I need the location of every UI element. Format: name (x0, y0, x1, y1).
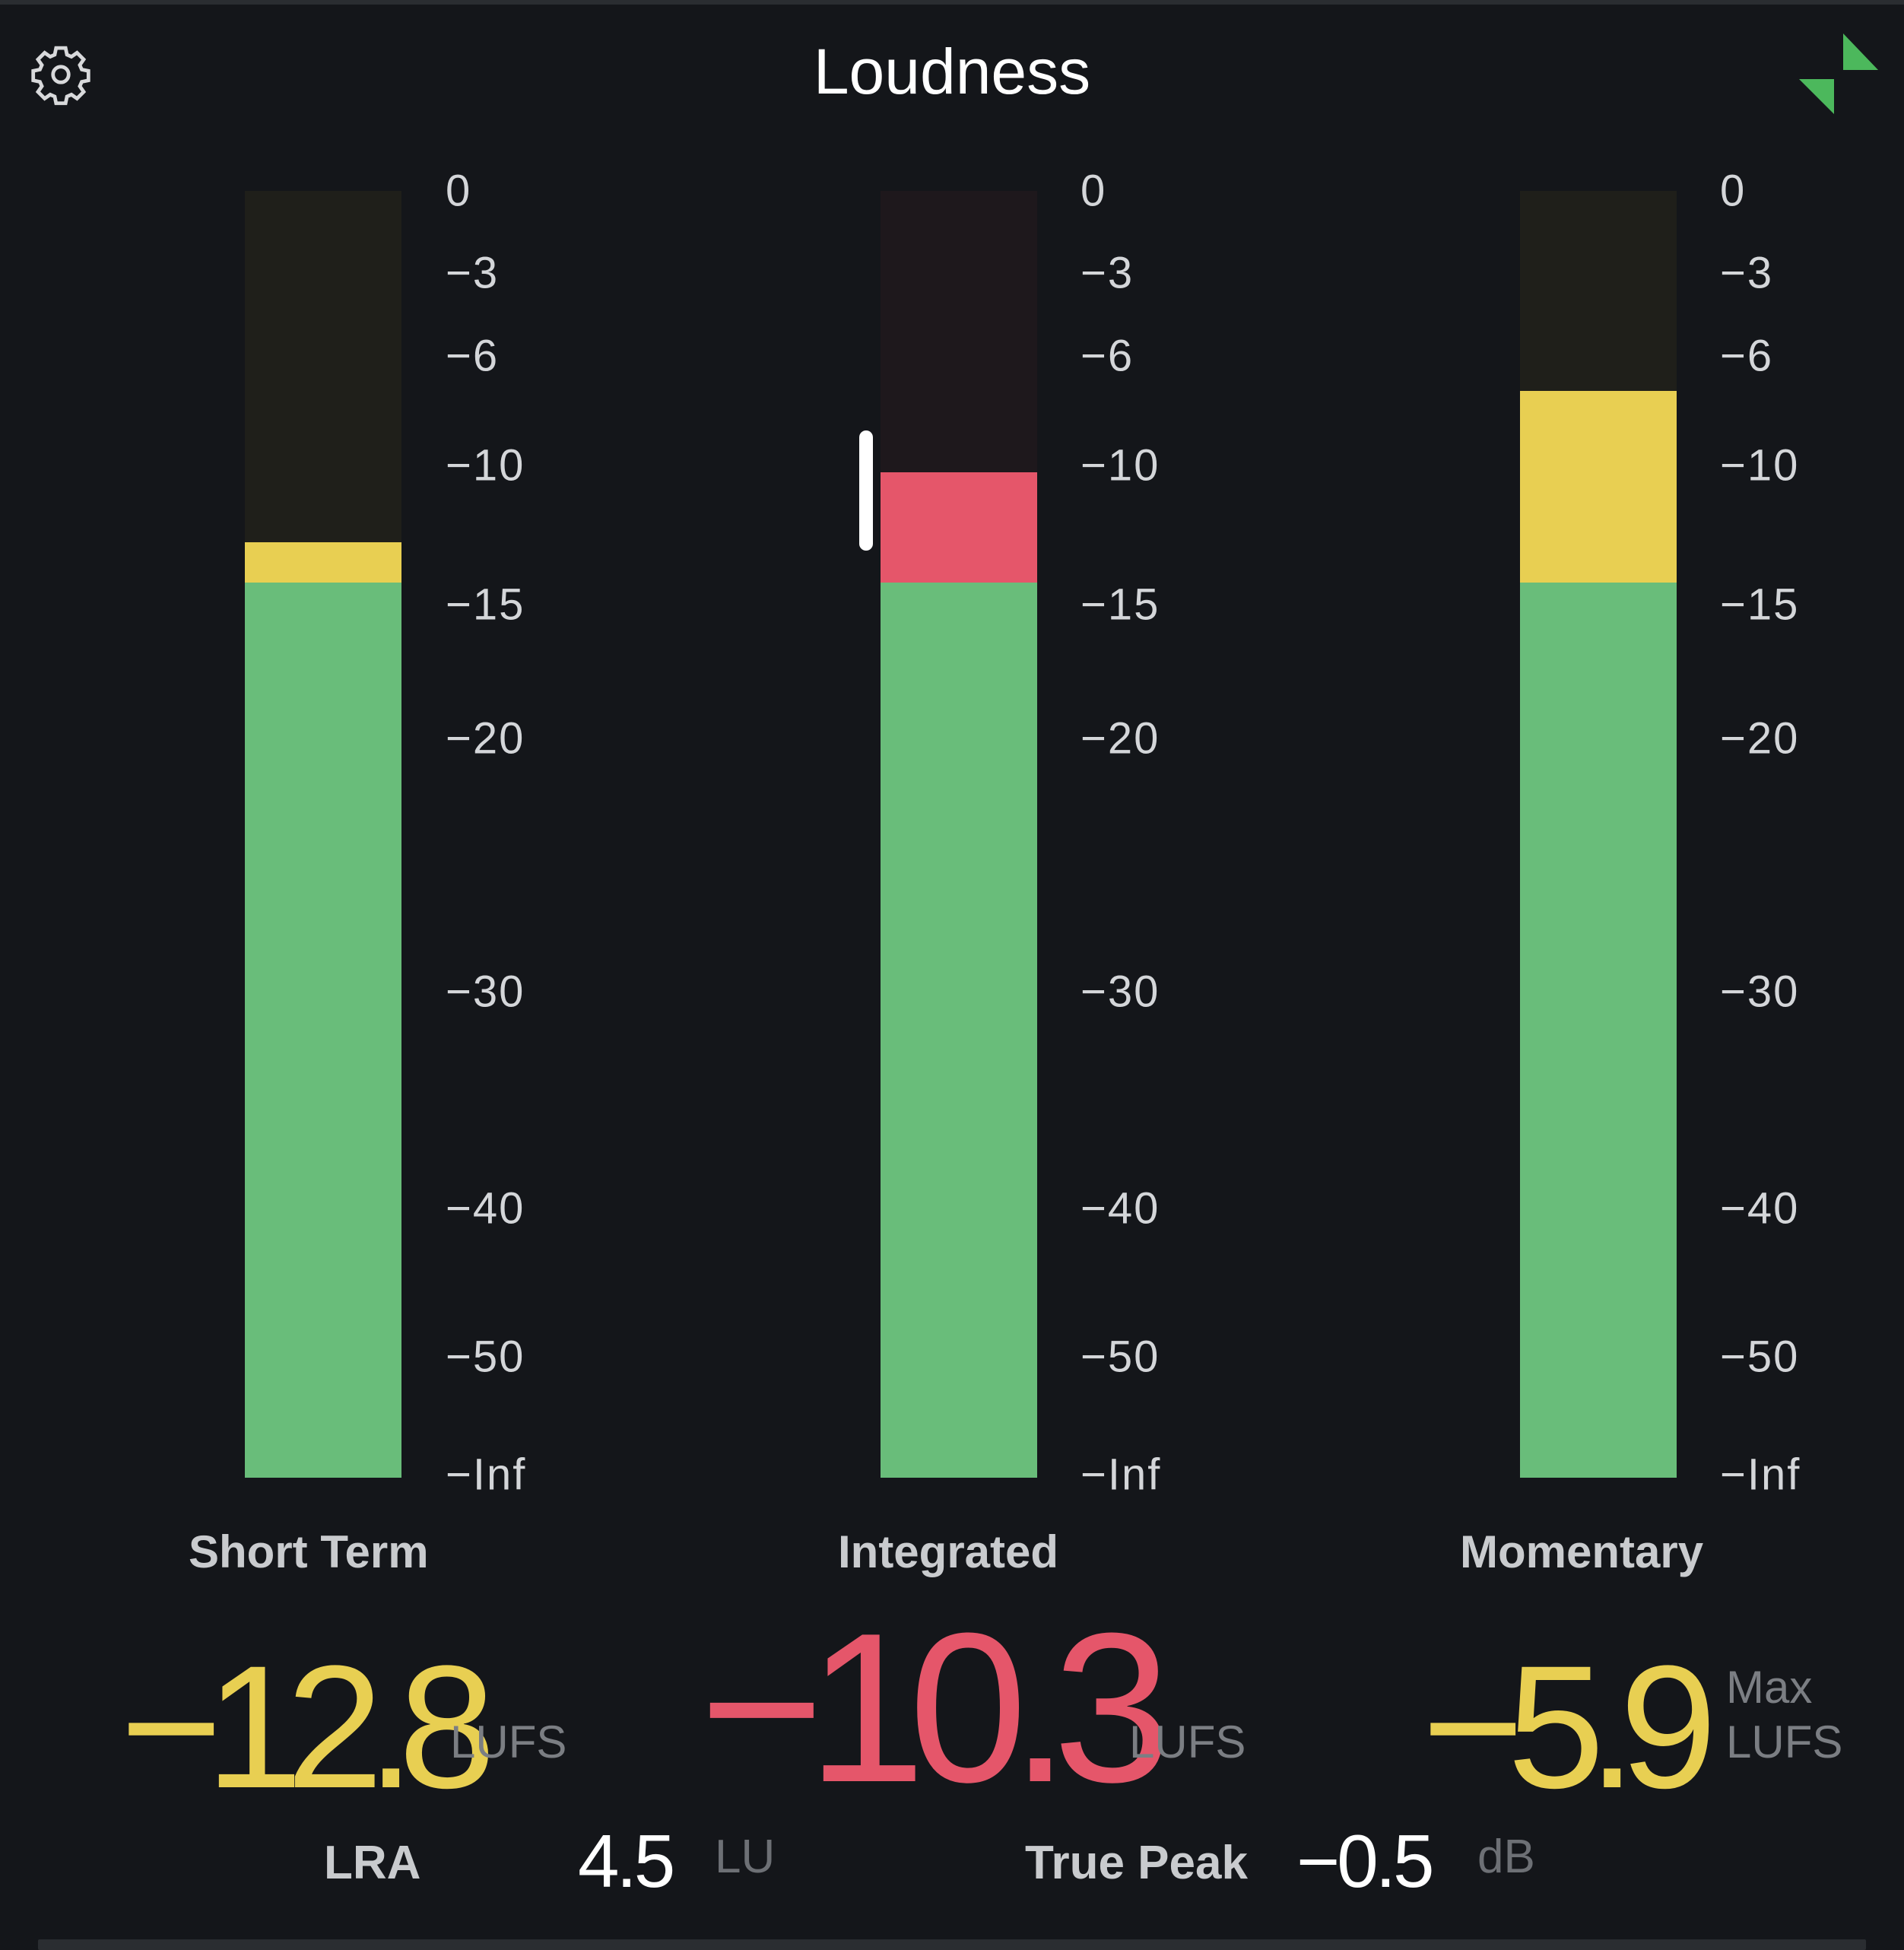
scale-tick: −20 (1081, 713, 1160, 764)
integrated-value: −10.3 (700, 1590, 1172, 1827)
integrated-target-marker (859, 430, 873, 551)
short-term-value: −12.8 (120, 1629, 496, 1825)
meter-green-segment (1520, 583, 1677, 1478)
scale-tick: −6 (1081, 331, 1134, 381)
scale-tick: −3 (446, 248, 500, 298)
lra-value: 4.5 (578, 1819, 675, 1903)
scale-tick: −Inf (1081, 1450, 1162, 1500)
scale-tick: −15 (1081, 580, 1160, 630)
meter-yellow-segment (245, 542, 401, 583)
scale-tick: −Inf (446, 1450, 527, 1500)
scale-tick: 0 (1081, 166, 1107, 216)
scale-tick: −40 (1081, 1183, 1160, 1234)
momentary-meter (1520, 191, 1677, 1478)
short-term-meter (245, 191, 401, 1478)
scale-tick: −6 (1720, 331, 1774, 381)
scale-tick: −6 (446, 331, 500, 381)
scale-tick: −30 (446, 967, 525, 1017)
scale-tick: −50 (1720, 1332, 1800, 1382)
true-peak-unit: dB (1477, 1831, 1535, 1883)
short-term-unit: LUFS (450, 1717, 567, 1767)
scale-tick: −3 (1081, 248, 1134, 298)
scale-tick: −30 (1081, 967, 1160, 1017)
scale-tick: −10 (446, 440, 525, 491)
integrated-label: Integrated (838, 1526, 1059, 1577)
scale-tick: −15 (446, 580, 525, 630)
panel-title: Loudness (813, 36, 1091, 107)
scale-tick: 0 (1720, 166, 1747, 216)
scale-tick: −50 (446, 1332, 525, 1382)
scale-tick: −30 (1720, 967, 1800, 1017)
scale-tick: −40 (1720, 1183, 1800, 1234)
scale-tick: −3 (1720, 248, 1774, 298)
momentary-unit-lufs: LUFS (1726, 1717, 1843, 1767)
integrated-meter (881, 191, 1037, 1478)
lra-unit: LU (715, 1831, 776, 1883)
scale-tick: −10 (1720, 440, 1800, 491)
meter-red-segment (881, 472, 1037, 583)
lra-label: LRA (324, 1837, 421, 1889)
scale-tick: −Inf (1720, 1450, 1801, 1500)
true-peak-value: −0.5 (1296, 1819, 1434, 1903)
horizontal-scrollbar[interactable] (38, 1939, 1866, 1950)
scale-tick: −50 (1081, 1332, 1160, 1382)
short-term-label: Short Term (189, 1526, 429, 1577)
gear-icon[interactable] (27, 41, 94, 108)
momentary-label: Momentary (1460, 1526, 1704, 1577)
meter-green-segment (245, 583, 401, 1478)
meter-green-segment (881, 583, 1037, 1478)
scale-tick: −20 (1720, 713, 1800, 764)
scale-tick: −10 (1081, 440, 1160, 491)
scale-tick: −40 (446, 1183, 525, 1234)
meter-yellow-segment (1520, 391, 1677, 583)
scale-tick: 0 (446, 166, 472, 216)
scale-tick: −15 (1720, 580, 1800, 630)
true-peak-label: True Peak (1025, 1837, 1248, 1889)
momentary-value: −5.9 (1422, 1629, 1717, 1825)
scale-tick: −20 (446, 713, 525, 764)
integrated-unit: LUFS (1129, 1717, 1246, 1767)
momentary-unit-max: Max (1726, 1662, 1813, 1713)
collapse-arrows-icon[interactable] (1796, 30, 1880, 114)
